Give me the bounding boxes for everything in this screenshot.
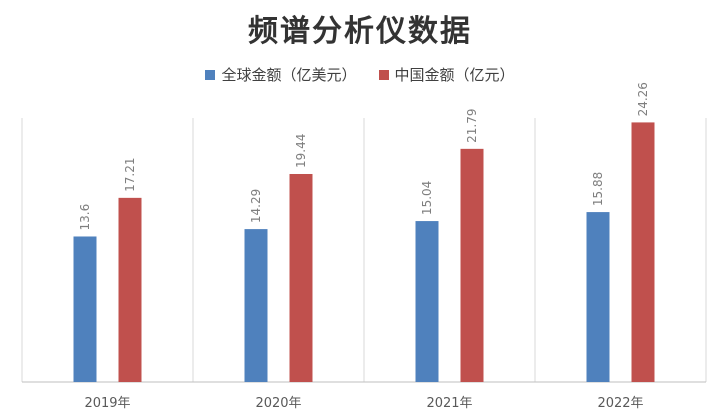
data-label-global-2: 15.04 (420, 181, 434, 215)
legend: 全球金额（亿美元） 中国金额（亿元） (0, 64, 720, 85)
bar-global-0 (73, 236, 97, 382)
bar-global-2 (415, 221, 439, 382)
bar-china-0 (118, 197, 142, 382)
legend-swatch-china (378, 69, 389, 80)
data-label-china-1: 19.44 (294, 134, 308, 168)
legend-item-global: 全球金额（亿美元） (205, 64, 357, 85)
bar-china-2 (460, 148, 484, 382)
x-tick-label-3: 2022年 (597, 396, 643, 411)
x-tick-label-1: 2020年 (255, 396, 301, 411)
bar-china-1 (289, 173, 313, 382)
legend-label-china: 中国金额（亿元） (394, 66, 515, 84)
x-tick-label-2: 2021年 (426, 396, 472, 411)
data-label-global-1: 14.29 (249, 189, 263, 223)
data-label-china-3: 24.26 (636, 82, 650, 116)
data-label-global-0: 13.6 (78, 204, 92, 231)
x-tick-label-0: 2019年 (84, 396, 130, 411)
legend-swatch-global (205, 69, 216, 80)
legend-label-global: 全球金额（亿美元） (221, 66, 357, 84)
bar-global-1 (244, 229, 268, 382)
data-label-china-2: 21.79 (465, 108, 479, 142)
data-label-global-3: 15.88 (591, 172, 605, 206)
legend-item-china: 中国金额（亿元） (378, 64, 515, 85)
bar-china-3 (631, 122, 655, 382)
chart-title: 频谱分析仪数据 (248, 14, 472, 49)
bar-global-3 (586, 212, 610, 382)
data-label-china-0: 17.21 (123, 157, 137, 191)
